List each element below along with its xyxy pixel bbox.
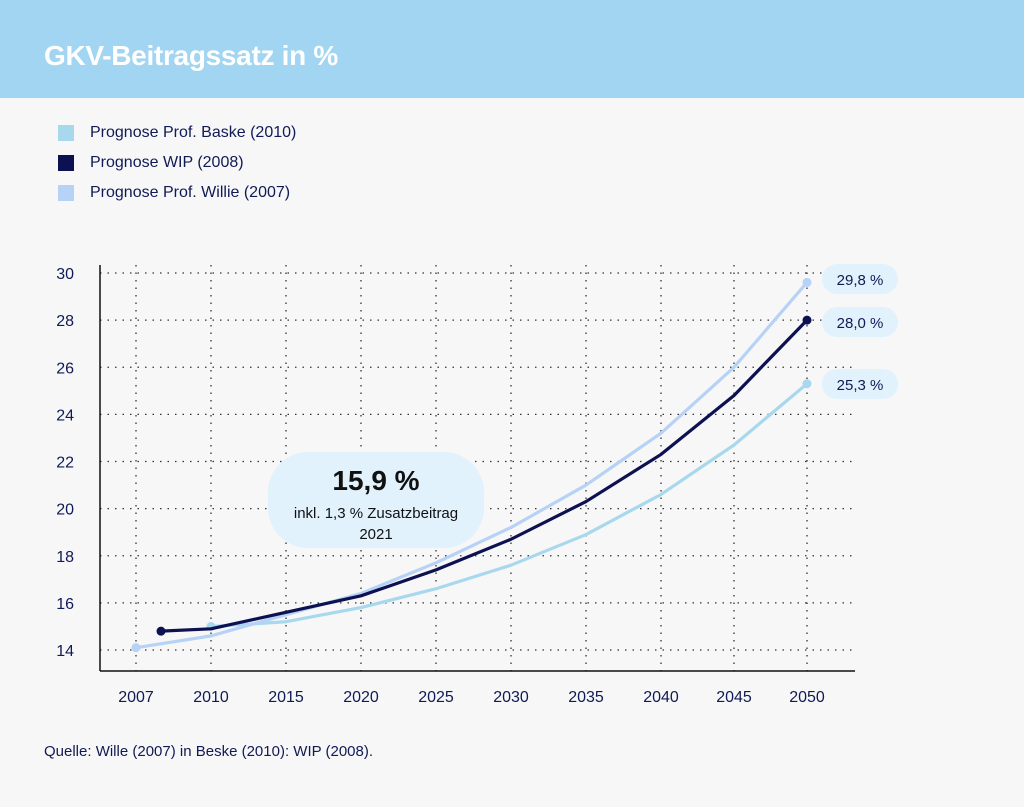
y-tick-label-30: 30 [56, 266, 74, 283]
y-tick-label-28: 28 [56, 313, 74, 330]
x-tick-label-2025: 2025 [418, 689, 454, 706]
x-tick-label-2030: 2030 [493, 689, 529, 706]
y-tick-label-22: 22 [56, 455, 74, 472]
end-label-baske: 25,3 % [837, 377, 884, 394]
annotation-text-line1: inkl. 1,3 % Zusatzbeitrag [294, 505, 458, 522]
x-tick-label-2015: 2015 [268, 689, 304, 706]
y-tick-label-14: 14 [56, 643, 74, 660]
series-point-start-wip [157, 627, 166, 636]
x-tick-label-2007: 2007 [118, 689, 154, 706]
y-tick-label-18: 18 [56, 549, 74, 566]
series-point-start-willie [132, 643, 141, 652]
x-tick-label-2045: 2045 [716, 689, 752, 706]
annotation-text-line2: 2021 [359, 526, 392, 543]
end-label-willie: 29,8 % [837, 272, 884, 289]
y-tick-label-16: 16 [56, 596, 74, 613]
series-point-end-baske [803, 379, 812, 388]
x-tick-label-2010: 2010 [193, 689, 229, 706]
annotation-value: 15,9 % [332, 465, 419, 496]
end-label-wip: 28,0 % [837, 315, 884, 332]
y-tick-label-20: 20 [56, 502, 74, 519]
x-tick-label-2050: 2050 [789, 689, 825, 706]
x-tick-label-2020: 2020 [343, 689, 379, 706]
series-point-end-willie [803, 278, 812, 287]
y-tick-label-26: 26 [56, 360, 74, 377]
x-tick-label-2035: 2035 [568, 689, 604, 706]
x-tick-label-2040: 2040 [643, 689, 679, 706]
source-note: Quelle: Wille (2007) in Beske (2010): WI… [44, 743, 373, 760]
series-point-end-wip [803, 316, 812, 325]
y-tick-label-24: 24 [56, 407, 74, 424]
